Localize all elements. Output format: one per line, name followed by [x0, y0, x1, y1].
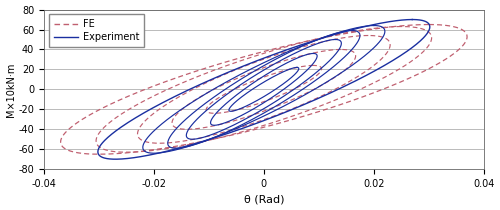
- X-axis label: θ (Rad): θ (Rad): [244, 194, 284, 205]
- Y-axis label: M×10kN·m: M×10kN·m: [6, 62, 16, 117]
- Legend: FE, Experiment: FE, Experiment: [49, 14, 144, 47]
